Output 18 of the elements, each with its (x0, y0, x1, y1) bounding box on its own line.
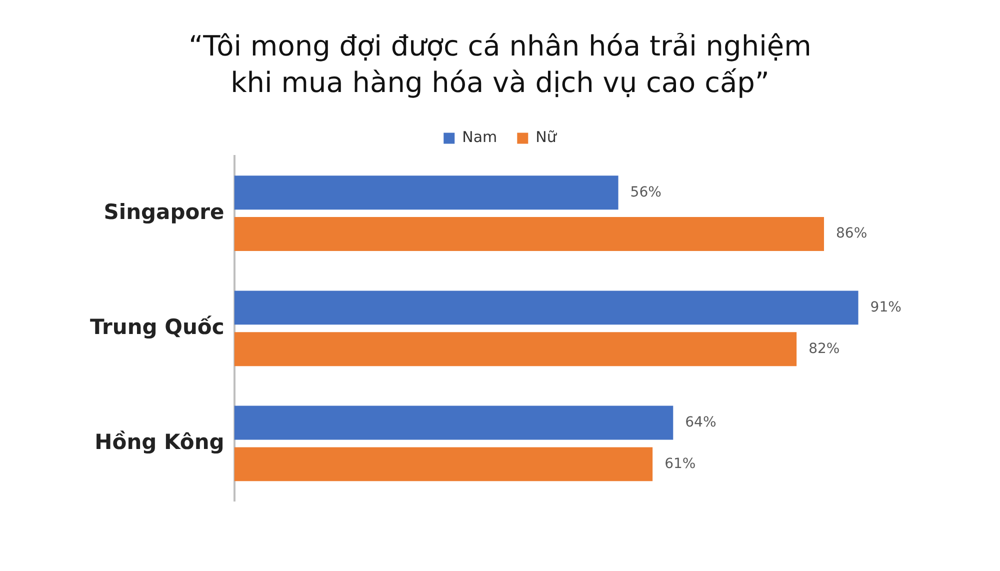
bar (234, 217, 824, 252)
data-label: 91% (870, 299, 902, 316)
data-label: 61% (664, 456, 696, 472)
bar (234, 447, 653, 482)
data-label: 64% (685, 414, 716, 430)
y-tick-label: Singapore (104, 200, 224, 224)
data-label: 56% (630, 184, 662, 200)
legend-label: Nam (462, 128, 498, 146)
y-tick-label: Hồng Kông (94, 430, 224, 454)
bar (234, 176, 618, 210)
bar (234, 332, 797, 366)
chart-title: “Tôi mong đợi được cá nhân hóa trải nghiệm khi mua hàng hóa và dịch vụ cao cấp” (188, 29, 812, 99)
bar (234, 290, 858, 325)
bar (234, 406, 674, 440)
data-label: 86% (836, 226, 868, 242)
data-label: 82% (808, 340, 840, 357)
y-tick-label: Trung Quốc (90, 314, 224, 339)
legend-label: Nữ (536, 128, 558, 146)
